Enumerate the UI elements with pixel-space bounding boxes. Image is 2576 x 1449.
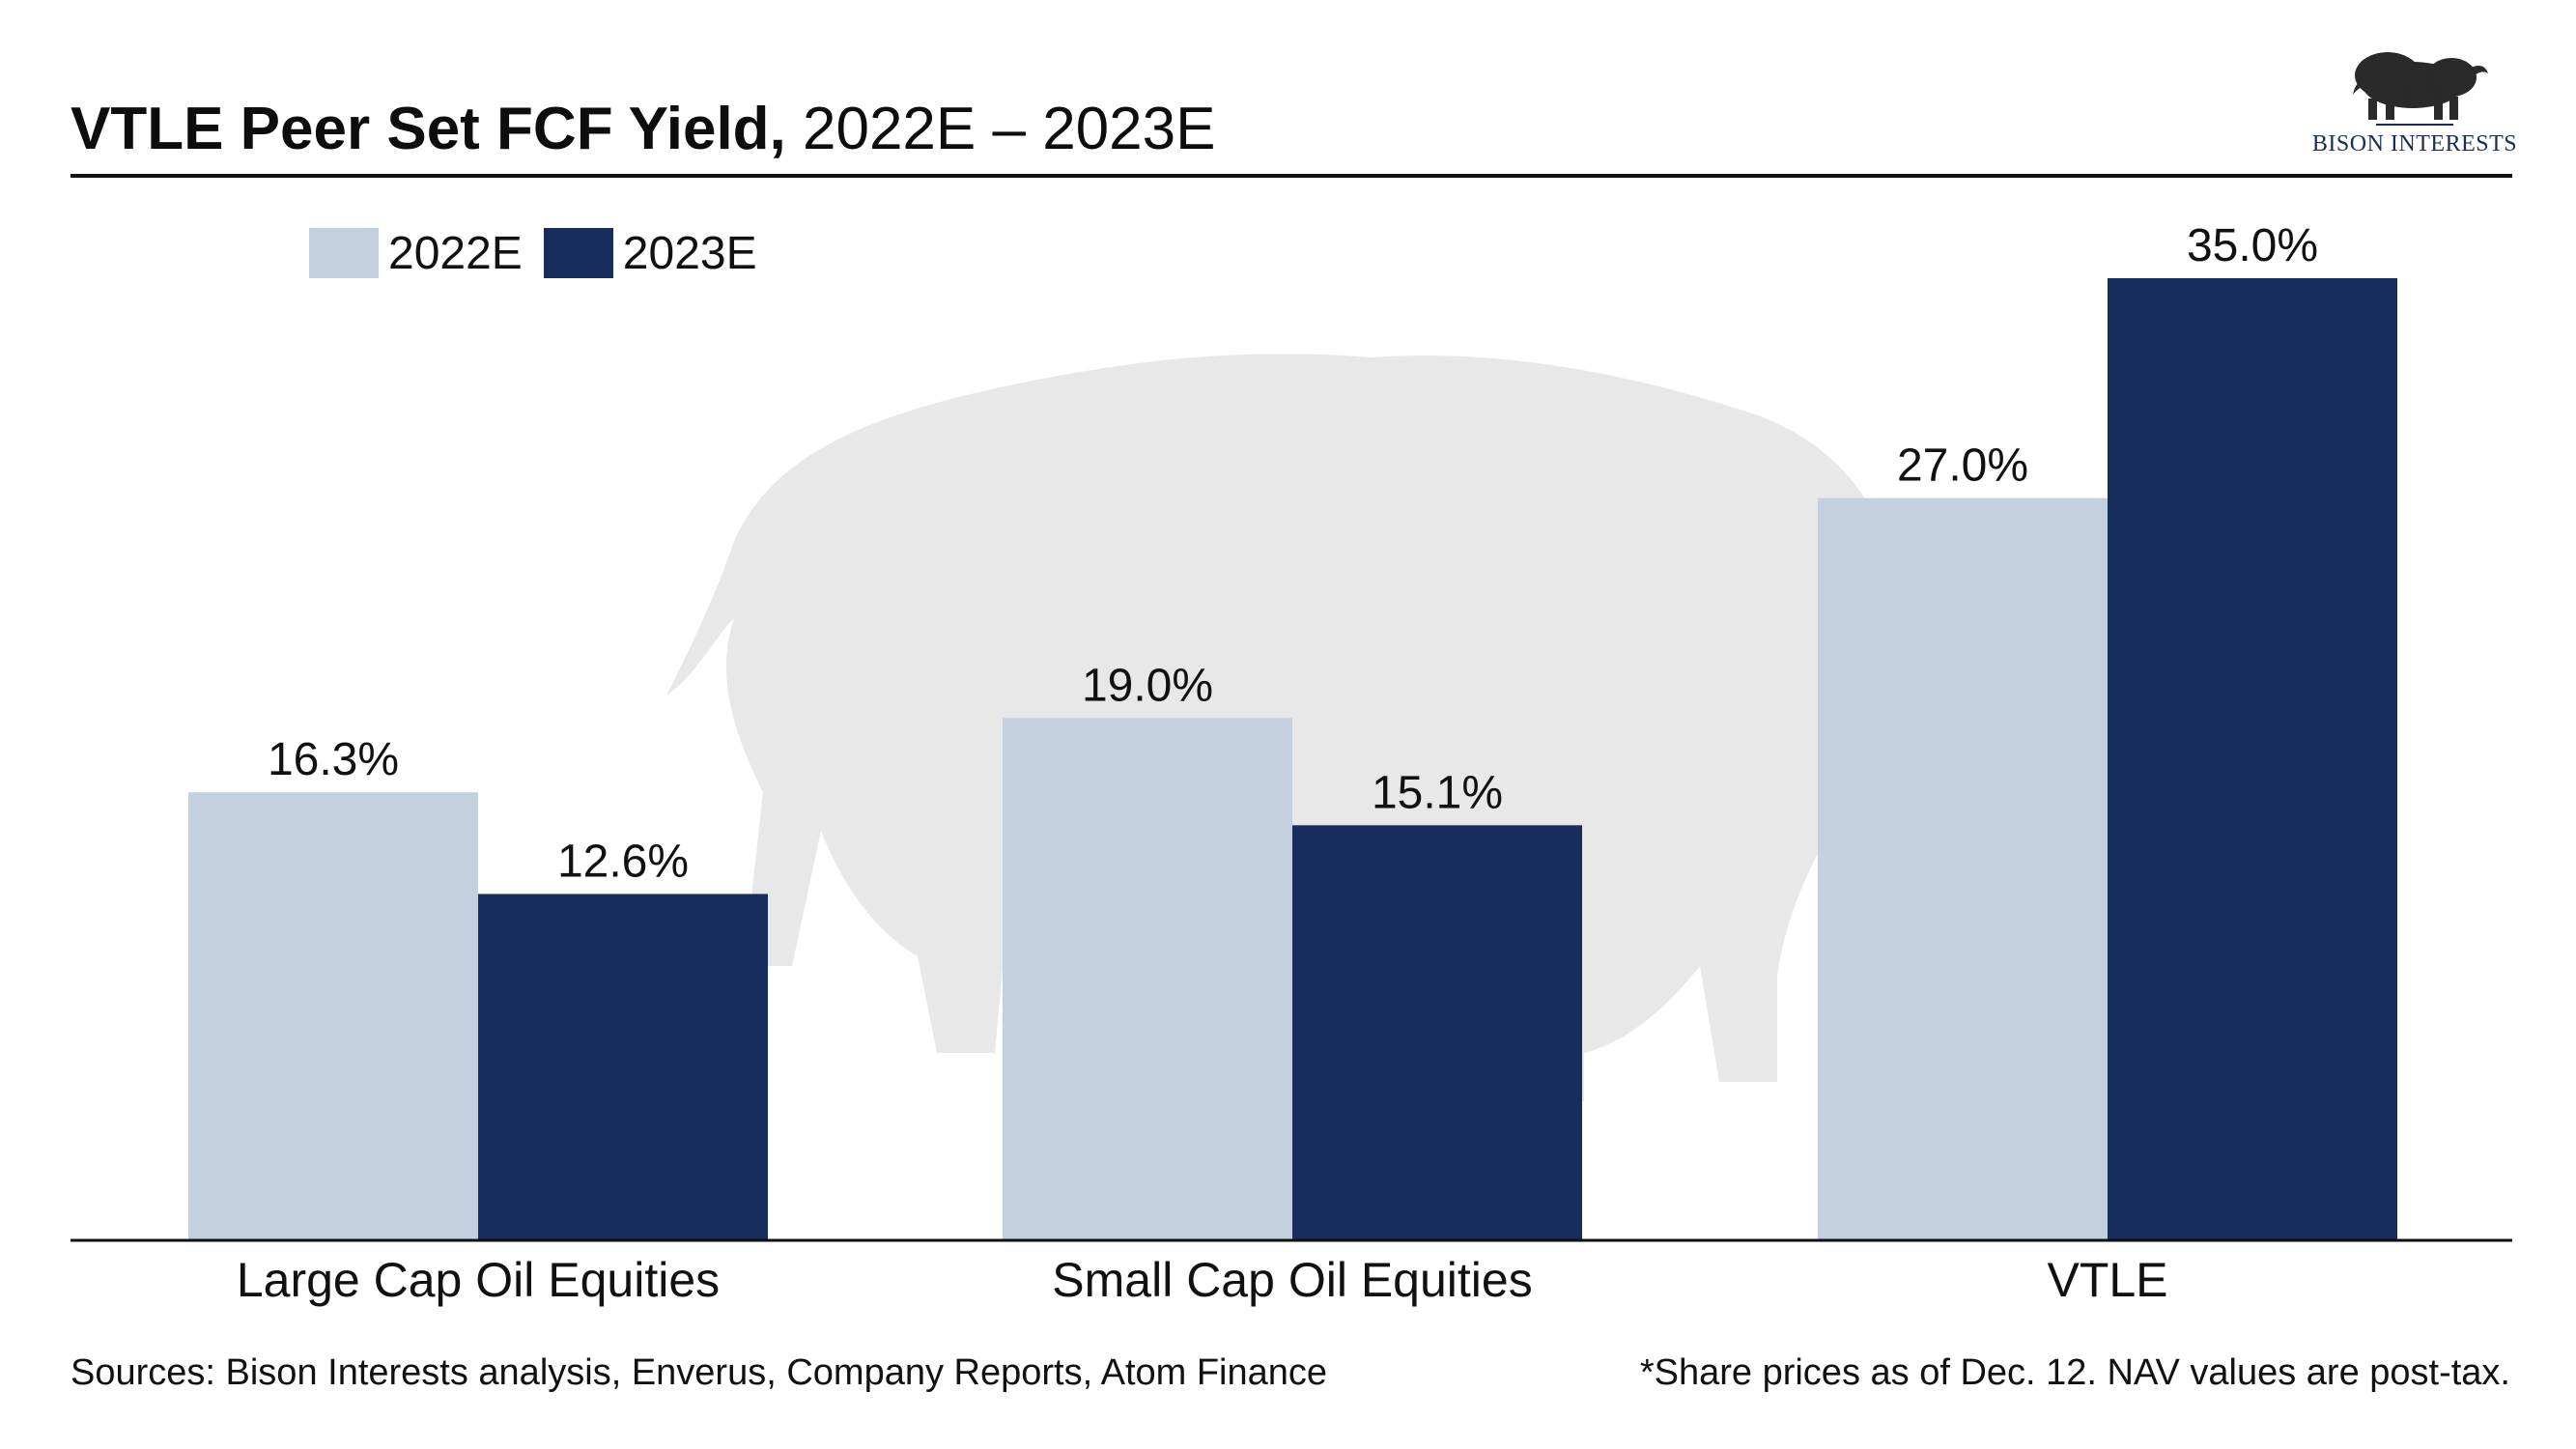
data-label-2022e-0: 16.3% [268, 734, 399, 785]
chart-title: VTLE Peer Set FCF Yield, 2022E – 2023E [71, 95, 1215, 164]
bar-2022e-0 [188, 792, 478, 1240]
legend-swatch-2022e [309, 228, 379, 278]
bar-2023e-2 [2108, 278, 2397, 1240]
category-label-1: Small Cap Oil Equities [1052, 1253, 1532, 1307]
data-label-2023e-2: 35.0% [2187, 220, 2318, 271]
bar-label-group: 16.3% 12.6% 19.0% 15.1% 27.0% 35.0% [268, 220, 2318, 887]
data-label-2023e-0: 12.6% [557, 836, 689, 887]
bar-2022e-2 [1818, 497, 2108, 1240]
legend-item-2023e: 2023E [543, 227, 757, 280]
brand-name: BISON INTERESTS [2311, 131, 2518, 156]
bar-2022e-1 [1003, 718, 1292, 1240]
title-divider [71, 174, 2512, 178]
legend-swatch-2023e [543, 228, 613, 278]
share-price-note: *Share prices as of Dec. 12. NAV values … [1639, 1352, 2510, 1393]
data-label-2023e-1: 15.1% [1372, 767, 1503, 818]
data-label-2022e-1: 19.0% [1082, 660, 1213, 711]
legend: 2022E 2023E [309, 226, 778, 280]
brand-logo: BISON INTERESTS [2299, 39, 2531, 164]
chart-area: 16.3% 12.6% 19.0% 15.1% 27.0% 35.0% Large Cap… [71, 220, 2512, 1307]
data-label-2022e-2: 27.0% [1897, 440, 2028, 492]
bison-icon [2353, 52, 2488, 126]
legend-item-2022e: 2022E [309, 227, 523, 280]
bar-2023e-0 [478, 894, 768, 1240]
category-label-0: Large Cap Oil Equities [237, 1253, 720, 1307]
chart-title-rest: 2022E – 2023E [785, 96, 1216, 162]
bar-group [188, 278, 2397, 1240]
chart-title-bold: VTLE Peer Set FCF Yield, [71, 96, 786, 162]
sources-note: Sources: Bison Interests analysis, Enver… [71, 1352, 1328, 1393]
bar-2023e-1 [1292, 825, 1582, 1240]
category-label-group: Large Cap Oil Equities Small Cap Oil Equi… [237, 1253, 2168, 1307]
legend-label-2022e: 2022E [388, 227, 523, 279]
category-label-2: VTLE [2047, 1253, 2167, 1307]
legend-label-2023e: 2023E [622, 227, 757, 279]
